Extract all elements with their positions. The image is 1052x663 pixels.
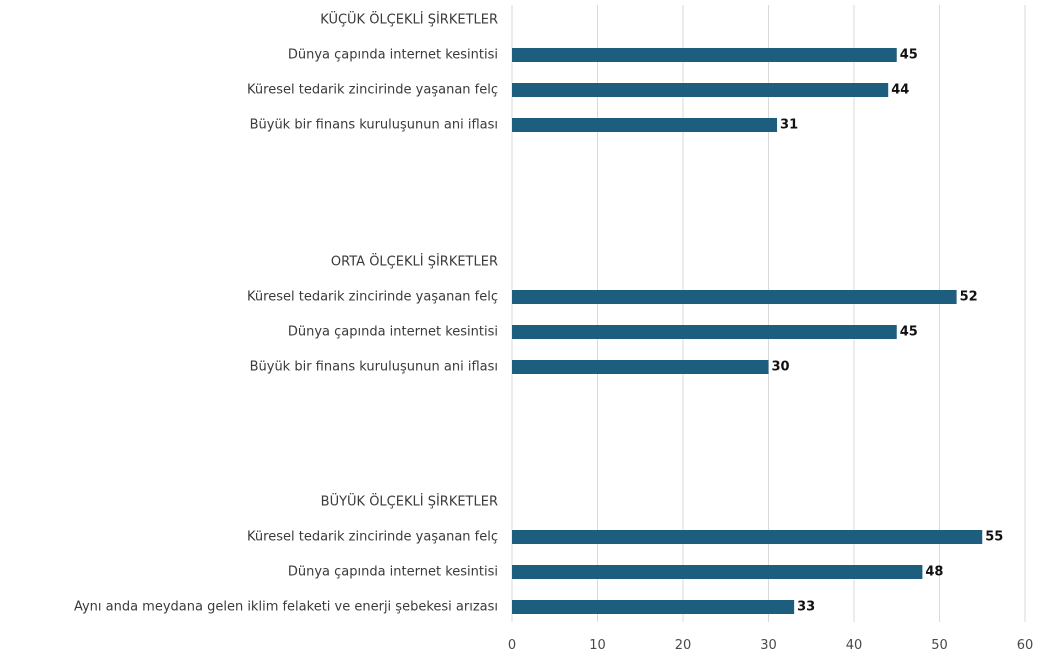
value-label: 45 (900, 48, 918, 63)
group-label: KÜÇÜK ÖLÇEKLİ ŞİRKETLER (320, 11, 498, 28)
category-label: Büyük bir finans kuruluşunun ani iflası (250, 360, 498, 375)
value-label: 30 (772, 360, 790, 375)
bar (512, 290, 957, 304)
x-tick-label: 10 (589, 638, 606, 653)
grid-lines (511, 5, 1026, 622)
value-label: 31 (780, 118, 798, 133)
value-labels: 45 44 31 52 45 30 55 48 33 (772, 48, 1004, 615)
category-labels: KÜÇÜK ÖLÇEKLİ ŞİRKETLER Dünya çapında int… (74, 11, 498, 615)
bars (512, 48, 983, 614)
value-label: 45 (900, 325, 918, 340)
category-label: Büyük bir finans kuruluşunun ani iflası (250, 118, 498, 133)
bar (512, 118, 778, 132)
bar (512, 83, 889, 97)
category-label: Dünya çapında internet kesintisi (288, 565, 498, 580)
category-label: Küresel tedarik zincirinde yaşanan felç (247, 290, 498, 305)
x-tick-label: 20 (675, 638, 692, 653)
bar (512, 360, 769, 374)
value-label: 55 (985, 530, 1003, 545)
category-label: Dünya çapında internet kesintisi (288, 48, 498, 63)
x-axis-tick-labels: 0 10 20 30 40 50 60 (508, 638, 1033, 653)
group-label: BÜYÜK ÖLÇEKLİ ŞİRKETLER (321, 493, 498, 510)
x-tick-label: 0 (508, 638, 516, 653)
x-tick-label: 60 (1017, 638, 1034, 653)
category-label: Dünya çapında internet kesintisi (288, 325, 498, 340)
bar (512, 48, 897, 62)
x-tick-label: 30 (760, 638, 777, 653)
value-label: 44 (891, 83, 909, 98)
category-label: Küresel tedarik zincirinde yaşanan felç (247, 530, 498, 545)
value-label: 52 (960, 290, 978, 305)
bar (512, 565, 923, 579)
bar (512, 600, 795, 614)
value-label: 48 (925, 565, 943, 580)
bar (512, 530, 983, 544)
group-label: ORTA ÖLÇEKLİ ŞİRKETLER (331, 253, 498, 270)
x-tick-label: 50 (931, 638, 948, 653)
value-label: 33 (797, 600, 815, 615)
x-tick-label: 40 (846, 638, 863, 653)
bar (512, 325, 897, 339)
category-label: Küresel tedarik zincirinde yaşanan felç (247, 83, 498, 98)
category-label: Aynı anda meydana gelen iklim felaketi v… (74, 600, 498, 615)
